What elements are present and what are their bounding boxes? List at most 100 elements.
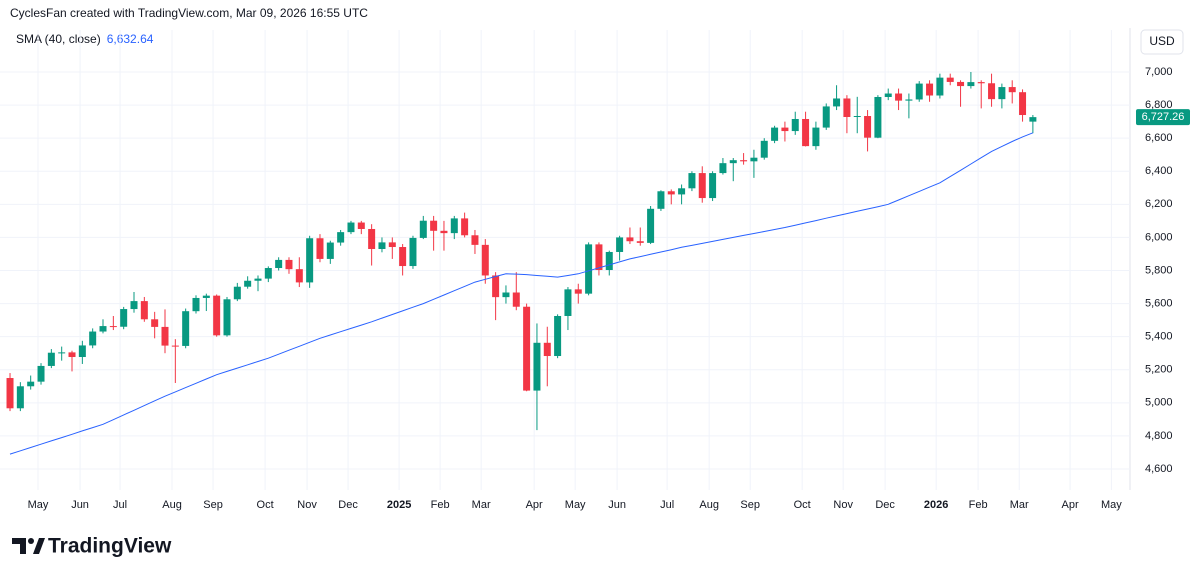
currency-button[interactable]	[1140, 29, 1184, 55]
candle-body	[399, 247, 407, 267]
candle-body	[574, 289, 582, 294]
candle-body	[337, 232, 345, 243]
candle-body	[244, 280, 252, 287]
candle-body	[926, 83, 934, 96]
candle-body	[182, 311, 190, 346]
candle-body	[636, 241, 644, 243]
candle-body	[884, 93, 892, 97]
candle-body	[874, 96, 882, 138]
candle-body	[843, 98, 851, 118]
candle-body	[760, 140, 768, 158]
y-tick-label: 5,800	[1145, 264, 1173, 276]
candle-body	[533, 342, 541, 391]
candle-body	[316, 238, 324, 259]
x-tick-label: Nov	[833, 499, 853, 511]
x-tick-label: Jun	[71, 499, 89, 511]
candle-body	[6, 378, 14, 409]
candle-body	[409, 237, 417, 267]
candle-body	[957, 81, 965, 87]
x-tick-label: Jul	[660, 499, 674, 511]
candle-body	[378, 242, 386, 250]
x-tick-label: Mar	[1010, 499, 1029, 511]
candle-body	[678, 188, 686, 195]
candle-body	[564, 289, 572, 316]
candle-body	[47, 352, 55, 366]
candle-body	[99, 326, 107, 332]
candle-body	[120, 309, 128, 327]
candle-body	[895, 93, 903, 101]
candle-body	[357, 222, 365, 229]
currency[interactable]: USD	[1149, 34, 1175, 48]
chart-title: CyclesFan created with TradingView.com, …	[10, 6, 368, 20]
x-tick-label: Apr	[526, 499, 543, 511]
y-tick-label: 4,800	[1145, 430, 1173, 442]
candle-body	[78, 345, 86, 358]
sma-line	[9, 132, 1034, 455]
candle-body	[822, 106, 830, 128]
candle-body	[802, 118, 810, 147]
y-tick-label: 7,000	[1145, 66, 1173, 78]
last-price-tag	[1136, 109, 1190, 126]
x-tick-label: Jul	[113, 499, 127, 511]
candle-body	[791, 118, 799, 132]
candle-body	[275, 259, 283, 269]
candle-body	[347, 222, 355, 233]
candle-body	[512, 292, 520, 307]
y-tick-label: 6,200	[1145, 198, 1173, 210]
candle-body	[16, 386, 24, 409]
candle-body	[833, 98, 841, 107]
candle-body	[616, 237, 624, 252]
candle-body	[709, 173, 717, 199]
candle-body	[481, 244, 489, 276]
candle-body	[523, 306, 531, 391]
x-tick-label: Sep	[740, 499, 760, 511]
candle-body	[1019, 92, 1027, 116]
x-tick-label: Jun	[608, 499, 626, 511]
candle-body	[719, 163, 727, 174]
x-tick-label: 2026	[924, 499, 948, 511]
candle-body	[967, 82, 975, 87]
x-tick-label: Sep	[203, 499, 223, 511]
x-tick-label: Feb	[431, 499, 450, 511]
candle-body	[771, 127, 779, 141]
candle-body	[254, 278, 262, 281]
candle-body	[698, 173, 706, 199]
candle-body	[37, 365, 45, 382]
candle-body	[543, 342, 551, 357]
candle-body	[502, 292, 510, 298]
brand-logo	[12, 538, 45, 554]
candle-body	[368, 228, 376, 250]
y-tick-label: 6,400	[1145, 165, 1173, 177]
x-tick-label: May	[565, 499, 586, 511]
x-tick-label: Dec	[338, 499, 358, 511]
y-tick-label: 5,200	[1145, 364, 1173, 376]
candle-body	[151, 319, 159, 327]
candle-body	[905, 99, 913, 101]
candle-body	[295, 269, 303, 283]
brand: TradingView	[48, 535, 172, 558]
candle-body	[419, 220, 427, 238]
candle-body	[430, 220, 438, 231]
x-tick-label: Oct	[257, 499, 274, 511]
candle-body	[223, 299, 231, 336]
x-tick-label: Aug	[162, 499, 182, 511]
candle-body	[554, 315, 562, 357]
candle-body	[68, 352, 76, 358]
y-tick-label: 6,000	[1145, 231, 1173, 243]
candle-body	[450, 218, 458, 234]
candle-body	[130, 301, 138, 310]
candle-body	[988, 83, 996, 100]
candle-body	[161, 326, 169, 346]
candle-body	[915, 83, 923, 100]
candle-body	[213, 295, 221, 336]
candle-body	[492, 275, 500, 298]
y-tick-label: 6,600	[1145, 132, 1173, 144]
x-tick-label: Dec	[875, 499, 895, 511]
candle-body	[667, 191, 675, 195]
x-tick-label: Nov	[297, 499, 317, 511]
candle-body	[192, 297, 200, 312]
candle-body	[471, 235, 479, 245]
x-tick-label: 2025	[387, 499, 411, 511]
